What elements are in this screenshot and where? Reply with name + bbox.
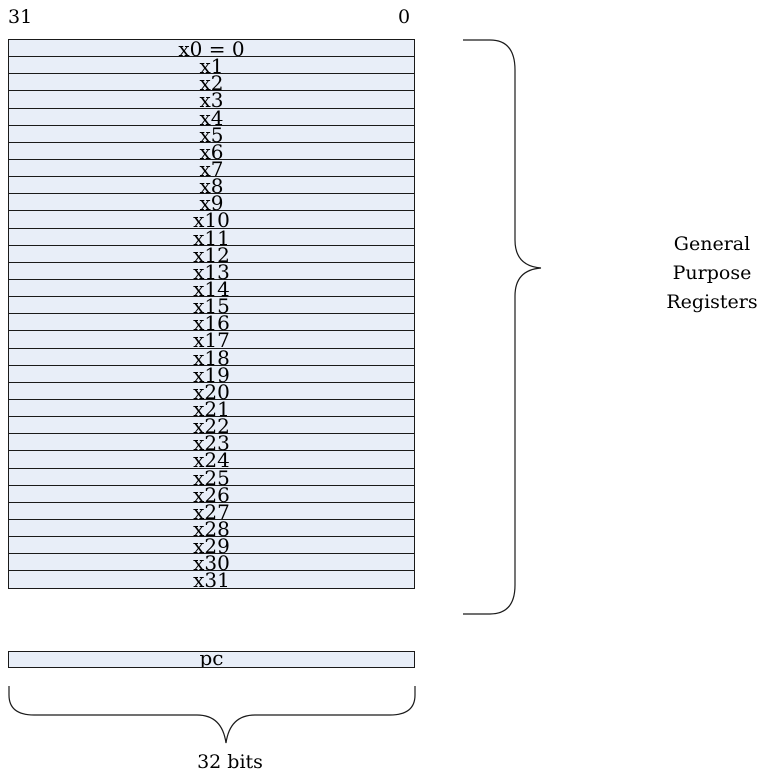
- group-label-line: General: [673, 233, 751, 255]
- register-row: x24: [8, 450, 415, 469]
- register-label: x31: [193, 570, 230, 589]
- register-label: x28: [193, 518, 230, 538]
- register-label: x15: [193, 296, 230, 315]
- register-label: x24: [193, 450, 230, 469]
- register-label: x19: [193, 364, 230, 383]
- bit-index-low: 0: [398, 6, 411, 28]
- registers-group-label: General Purpose Registers: [656, 230, 768, 317]
- register-label: x21: [193, 398, 230, 418]
- register-label: x13: [193, 261, 230, 280]
- register-label: x27: [193, 501, 230, 520]
- register-label: x3: [199, 90, 224, 109]
- register-label: x9: [199, 193, 224, 212]
- bit-index-high: 31: [8, 6, 33, 28]
- register-row: x1: [8, 56, 415, 75]
- width-label: 32 bits: [197, 751, 263, 773]
- register-row: x31: [8, 570, 415, 589]
- register-label: x26: [193, 484, 230, 503]
- registers-brace: [463, 39, 542, 615]
- register-row: x15: [8, 296, 415, 315]
- register-label: x12: [193, 244, 230, 263]
- width-brace: [8, 686, 416, 744]
- register-label: x20: [193, 381, 230, 400]
- group-label-line: Registers: [666, 291, 758, 313]
- register-label: x0 = 0: [178, 39, 245, 58]
- register-label: x2: [199, 73, 224, 92]
- register-label: x23: [193, 433, 230, 452]
- register-label: x30: [193, 553, 230, 572]
- register-label: x22: [193, 416, 230, 435]
- register-label: x17: [193, 330, 230, 349]
- register-label: x25: [193, 467, 230, 486]
- register-label: x10: [193, 210, 230, 229]
- register-row: x26: [8, 484, 415, 503]
- register-label: x8: [199, 176, 224, 195]
- register-label: x6: [199, 141, 224, 160]
- register-label: x7: [199, 158, 224, 178]
- register-label: x11: [193, 227, 230, 246]
- register-label: x4: [199, 107, 224, 126]
- register-label: x18: [193, 347, 230, 366]
- group-label-line: Purpose: [672, 262, 752, 284]
- register-label: x16: [193, 313, 230, 332]
- register-label: x1: [199, 56, 224, 75]
- register-label: x5: [199, 124, 224, 143]
- register-label: x29: [193, 536, 230, 555]
- register-label: x14: [193, 278, 230, 298]
- general-purpose-register-file: x0 = 0 x1 x2 x3 x4 x5 x6 x7 x8 x9 x10 x11 x12 x13 x14 x…: [8, 39, 415, 589]
- register-label: pc: [199, 651, 224, 668]
- program-counter-register: pc: [8, 651, 415, 668]
